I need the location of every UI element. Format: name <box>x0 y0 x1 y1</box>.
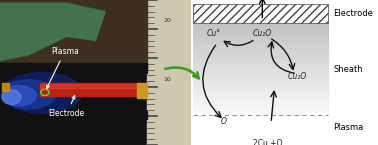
Polygon shape <box>0 4 105 59</box>
Bar <box>193 77 328 78</box>
Bar <box>138 83 147 98</box>
Bar <box>0 63 147 72</box>
Bar <box>193 31 328 32</box>
Bar <box>193 23 328 25</box>
Bar <box>193 58 328 60</box>
Bar <box>193 64 328 66</box>
Bar <box>193 32 328 34</box>
Bar <box>147 0 191 145</box>
Bar <box>193 107 328 109</box>
Bar <box>193 55 328 57</box>
Bar <box>193 66 328 68</box>
Bar <box>193 114 328 115</box>
Text: 20: 20 <box>163 18 171 23</box>
Bar <box>193 103 328 104</box>
Bar <box>193 89 328 90</box>
Bar <box>193 43 328 45</box>
Bar <box>0 0 147 67</box>
Bar <box>193 46 328 48</box>
Bar <box>193 63 328 64</box>
Bar <box>2 83 9 91</box>
Bar <box>193 54 328 55</box>
Bar <box>193 109 328 110</box>
Bar <box>193 26 328 28</box>
Bar <box>193 45 328 46</box>
Text: Cu₂O: Cu₂O <box>253 29 272 38</box>
Bar <box>193 69 328 71</box>
Bar <box>193 49 328 51</box>
Bar <box>193 28 328 29</box>
Bar <box>193 84 328 86</box>
Bar <box>193 72 328 74</box>
Bar <box>193 75 328 77</box>
Bar <box>193 86 328 87</box>
Text: Sheath: Sheath <box>334 65 363 74</box>
Text: 10: 10 <box>163 77 171 82</box>
Bar <box>193 115 328 138</box>
Bar <box>193 34 328 35</box>
Bar <box>193 104 328 106</box>
Bar <box>193 87 328 89</box>
Ellipse shape <box>2 90 21 104</box>
Bar <box>40 84 141 88</box>
Text: O: O <box>221 117 227 126</box>
Bar <box>193 101 328 103</box>
Bar <box>193 83 328 84</box>
Text: 2Cu +O: 2Cu +O <box>253 139 282 145</box>
Bar <box>193 81 328 83</box>
Bar <box>193 51 328 52</box>
Text: Cu₂O: Cu₂O <box>288 72 307 81</box>
Bar <box>193 97 328 98</box>
Bar <box>193 60 328 61</box>
Text: Plasma: Plasma <box>334 123 364 132</box>
Bar <box>193 92 328 94</box>
Bar <box>193 68 328 69</box>
Bar <box>193 71 328 72</box>
Bar <box>193 57 328 58</box>
Bar <box>193 106 328 107</box>
Bar <box>193 80 328 81</box>
Bar <box>0 111 147 119</box>
Text: Cu°: Cu° <box>207 29 221 38</box>
Ellipse shape <box>2 72 82 113</box>
Bar <box>193 90 328 92</box>
Bar <box>193 37 328 38</box>
Bar <box>193 61 328 63</box>
Bar <box>193 4 328 23</box>
Bar <box>193 25 328 26</box>
Bar <box>193 112 328 114</box>
Polygon shape <box>0 3 105 61</box>
Bar <box>193 95 328 97</box>
Bar <box>193 98 328 100</box>
Bar <box>193 48 328 49</box>
Bar <box>193 40 328 41</box>
Bar <box>193 35 328 37</box>
Text: Electrode: Electrode <box>334 9 373 18</box>
Text: Plasma: Plasma <box>46 47 79 88</box>
Bar <box>40 83 141 96</box>
Bar <box>193 29 328 31</box>
Bar <box>193 52 328 54</box>
Bar <box>193 100 328 101</box>
Bar <box>193 110 328 112</box>
Bar <box>193 78 328 80</box>
Ellipse shape <box>2 86 36 106</box>
Bar <box>193 41 328 43</box>
Ellipse shape <box>2 80 55 109</box>
Bar <box>193 38 328 40</box>
Bar <box>193 94 328 95</box>
Text: Electrode: Electrode <box>49 96 85 118</box>
Bar <box>193 74 328 75</box>
